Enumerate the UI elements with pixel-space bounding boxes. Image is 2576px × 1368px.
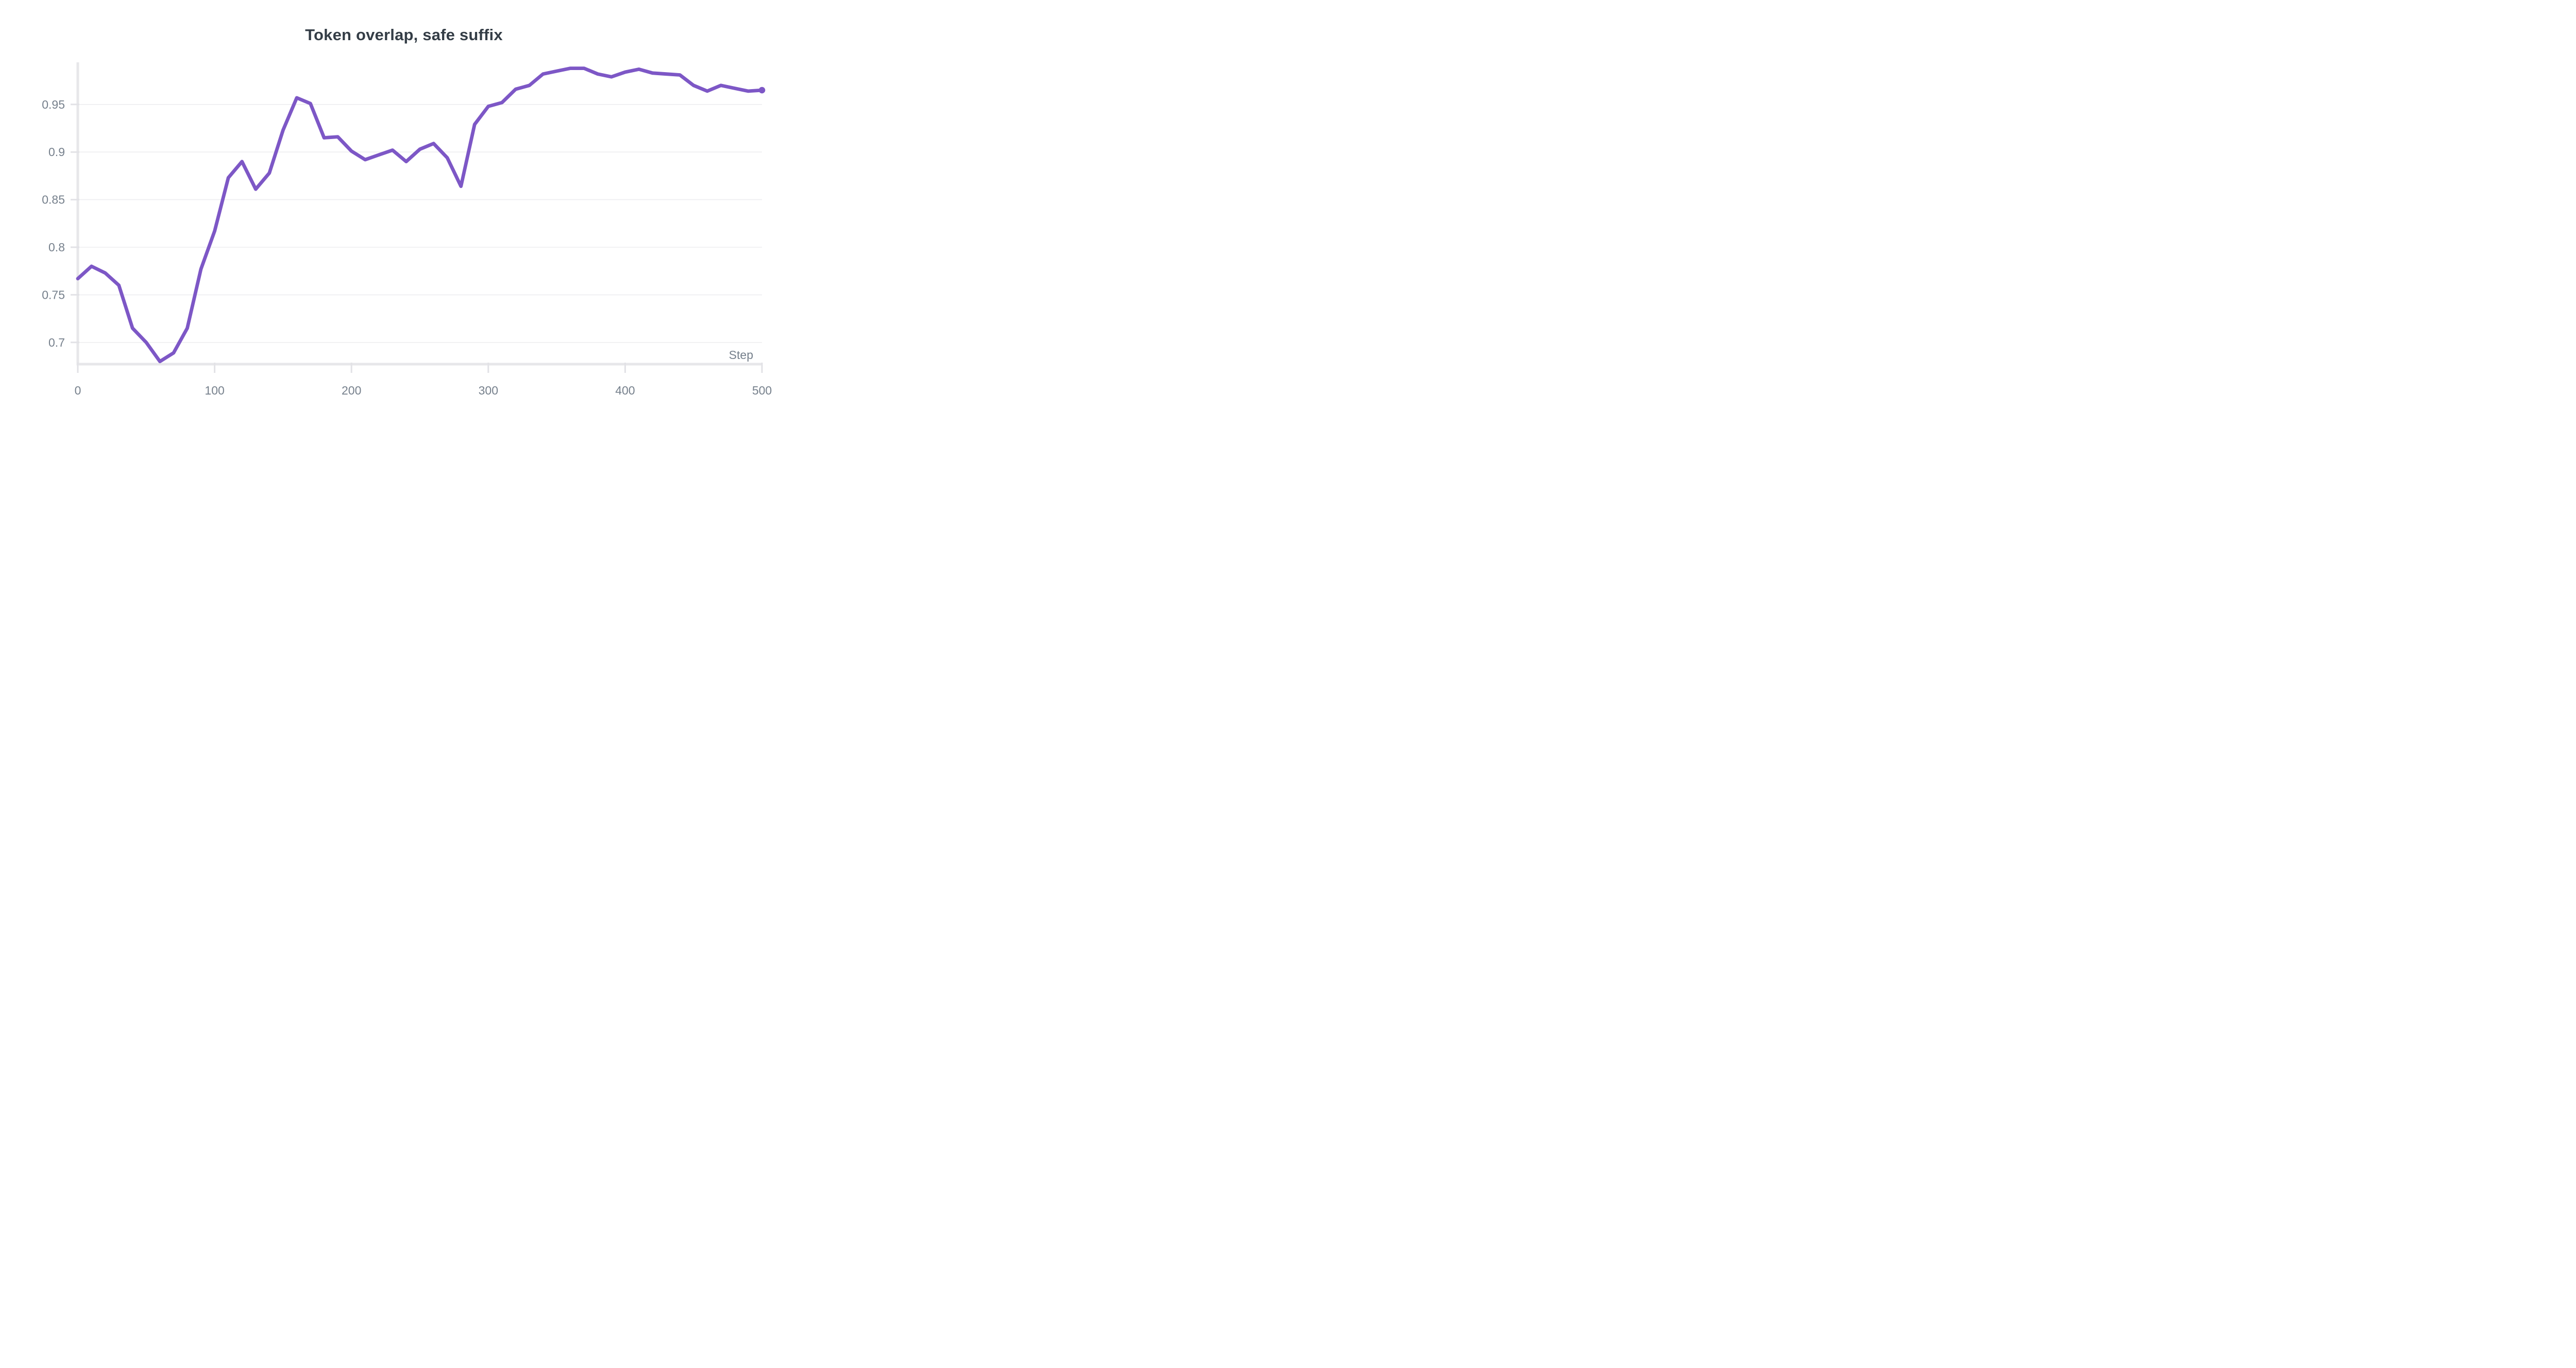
y-tick-label: 0.8 (48, 241, 65, 254)
x-tick-label: 500 (752, 384, 772, 397)
line-chart: 0.95 0.9 0.85 0.8 0.75 0.7 0 100 200 300 400 500 Ste… (42, 62, 772, 397)
x-tick-label: 300 (479, 384, 498, 397)
x-axis-label: Step (729, 348, 753, 362)
chart-page: Token overlap, safe suffix 0.95 0.9 0.85 0.… (0, 0, 808, 424)
x-tick-label: 200 (342, 384, 361, 397)
y-tick-label: 0.85 (42, 193, 65, 207)
chart-title: Token overlap, safe suffix (305, 26, 503, 44)
last-point-dot (758, 87, 766, 94)
y-tick-label: 0.7 (48, 336, 65, 349)
x-tick-label: 400 (615, 384, 635, 397)
y-tick-label: 0.9 (48, 145, 65, 159)
y-tick-label: 0.75 (42, 288, 65, 301)
y-tick-label: 0.95 (42, 98, 65, 111)
x-tick-label: 0 (75, 384, 81, 397)
data-line (76, 66, 764, 364)
x-tick-label: 100 (205, 384, 224, 397)
